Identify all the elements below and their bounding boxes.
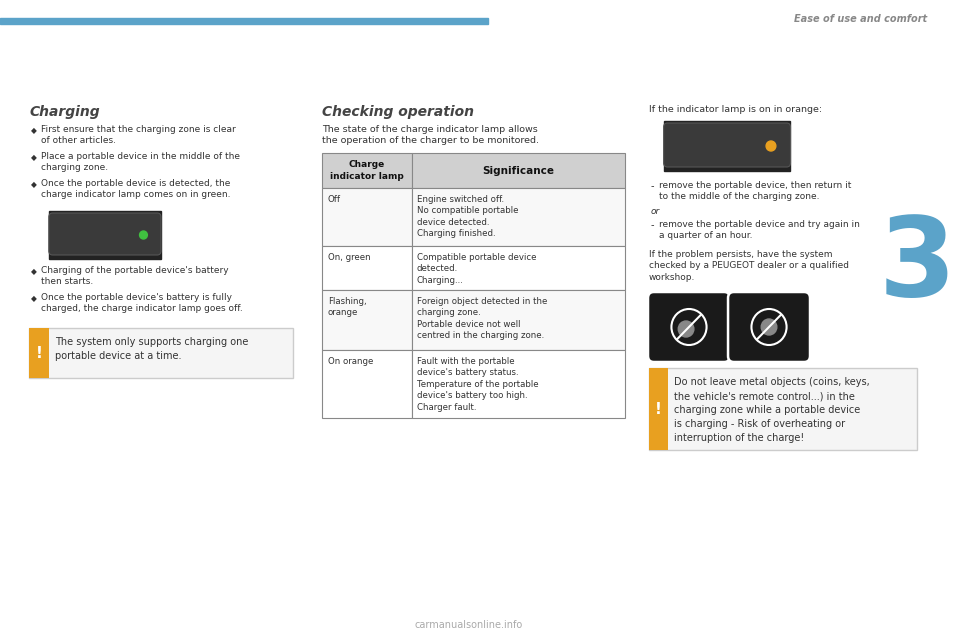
Bar xyxy=(412,350,625,418)
Bar xyxy=(412,290,625,350)
Bar xyxy=(649,368,918,450)
FancyBboxPatch shape xyxy=(663,123,790,167)
Text: ◆: ◆ xyxy=(32,126,37,135)
Text: The system only supports charging one
portable device at a time.: The system only supports charging one po… xyxy=(55,337,248,361)
Text: Once the portable device's battery is fully
charged, the charge indicator lamp g: Once the portable device's battery is fu… xyxy=(41,293,243,314)
Text: Place a portable device in the middle of the
charging zone.: Place a portable device in the middle of… xyxy=(41,152,240,172)
Text: 3: 3 xyxy=(878,211,956,319)
Text: !: ! xyxy=(656,401,662,417)
Text: On, green: On, green xyxy=(328,253,371,262)
Text: !: ! xyxy=(36,346,42,360)
Circle shape xyxy=(761,319,777,335)
Text: Engine switched off.
No compatible portable
device detected.
Charging finished.: Engine switched off. No compatible porta… xyxy=(417,195,518,238)
Text: Once the portable device is detected, the
charge indicator lamp comes on in gree: Once the portable device is detected, th… xyxy=(41,179,230,200)
Text: If the problem persists, have the system
checked by a PEUGEOT dealer or a qualif: If the problem persists, have the system… xyxy=(649,250,849,282)
Text: -: - xyxy=(651,220,655,230)
Bar xyxy=(322,153,412,188)
Text: remove the portable device and try again in
a quarter of an hour.: remove the portable device and try again… xyxy=(659,220,859,241)
FancyBboxPatch shape xyxy=(728,292,810,362)
Text: Significance: Significance xyxy=(482,166,554,175)
Bar xyxy=(649,368,668,450)
Text: Fault with the portable
device's battery status.
Temperature of the portable
dev: Fault with the portable device's battery… xyxy=(417,357,539,412)
Text: Ease of use and comfort: Ease of use and comfort xyxy=(794,14,927,24)
Bar xyxy=(322,188,412,246)
Bar xyxy=(412,188,625,246)
FancyBboxPatch shape xyxy=(49,213,161,255)
Bar xyxy=(322,290,412,350)
Bar xyxy=(49,211,161,259)
Text: ◆: ◆ xyxy=(32,294,37,303)
Text: Compatible portable device
detected.
Charging...: Compatible portable device detected. Cha… xyxy=(417,253,537,285)
Bar xyxy=(0,18,488,24)
Text: On orange: On orange xyxy=(328,357,373,366)
Text: remove the portable device, then return it
to the middle of the charging zone.: remove the portable device, then return … xyxy=(659,181,852,202)
Text: The state of the charge indicator lamp allows
the operation of the charger to be: The state of the charge indicator lamp a… xyxy=(322,125,540,145)
Bar xyxy=(412,246,625,290)
Text: First ensure that the charging zone is clear
of other articles.: First ensure that the charging zone is c… xyxy=(41,125,236,145)
Circle shape xyxy=(139,231,148,239)
Text: Off: Off xyxy=(328,195,341,204)
Text: Do not leave metal objects (coins, keys,
the vehicle's remote control...) in the: Do not leave metal objects (coins, keys,… xyxy=(674,377,870,443)
Text: or: or xyxy=(651,207,660,216)
Text: Charging of the portable device's battery
then starts.: Charging of the portable device's batter… xyxy=(41,266,228,287)
Text: Flashing,
orange: Flashing, orange xyxy=(328,297,367,317)
Bar xyxy=(322,246,412,290)
Bar xyxy=(29,328,293,378)
Text: ◆: ◆ xyxy=(32,180,37,189)
Text: -: - xyxy=(651,181,655,191)
Text: If the indicator lamp is on in orange:: If the indicator lamp is on in orange: xyxy=(649,105,822,114)
Text: ◆: ◆ xyxy=(32,153,37,162)
Text: ◆: ◆ xyxy=(32,267,37,276)
Circle shape xyxy=(679,321,694,337)
Circle shape xyxy=(766,141,776,151)
Text: Charging: Charging xyxy=(29,105,100,119)
Text: carmanualsonline.info: carmanualsonline.info xyxy=(415,620,522,630)
Text: Foreign object detected in the
charging zone.
Portable device not well
centred i: Foreign object detected in the charging … xyxy=(417,297,547,340)
Bar xyxy=(29,328,49,378)
Text: Checking operation: Checking operation xyxy=(322,105,474,119)
FancyBboxPatch shape xyxy=(648,292,730,362)
Bar xyxy=(322,350,412,418)
Bar xyxy=(663,121,790,171)
Text: Charge
indicator lamp: Charge indicator lamp xyxy=(330,161,404,180)
Bar xyxy=(412,153,625,188)
